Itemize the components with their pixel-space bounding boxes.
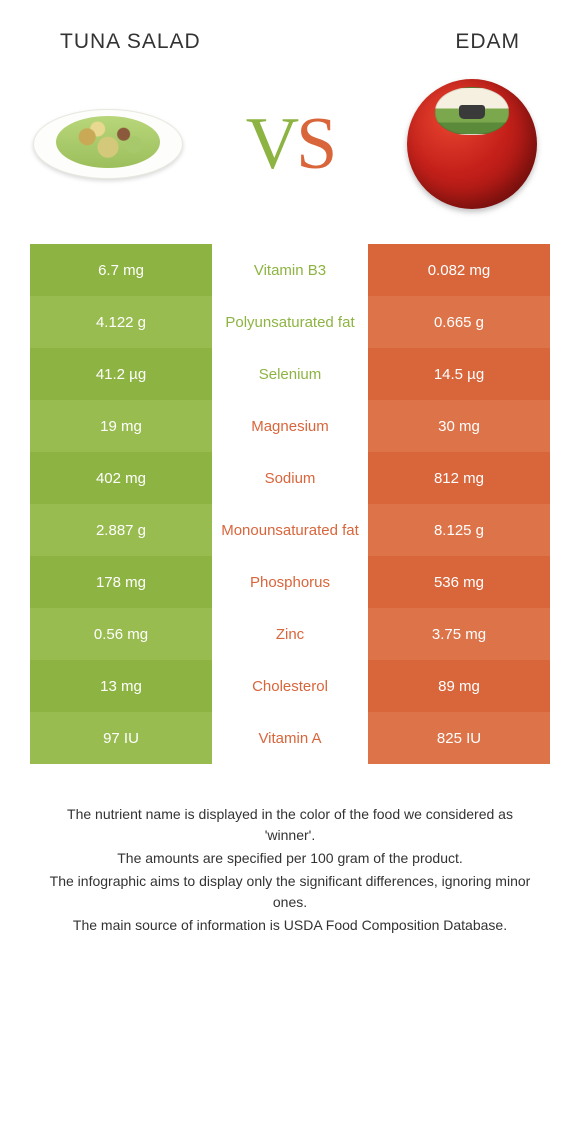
left-value: 41.2 µg (30, 348, 212, 400)
nutrient-name: Vitamin A (212, 712, 368, 764)
left-value: 19 mg (30, 400, 212, 452)
left-value: 2.887 g (30, 504, 212, 556)
vs-s: S (296, 103, 334, 185)
right-value: 89 mg (368, 660, 550, 712)
nutrient-name: Magnesium (212, 400, 368, 452)
table-row: 13 mgCholesterol89 mg (30, 660, 550, 712)
table-row: 4.122 gPolyunsaturated fat0.665 g (30, 296, 550, 348)
footnote-line: The amounts are specified per 100 gram o… (40, 848, 540, 869)
nutrient-name: Phosphorus (212, 556, 368, 608)
left-food-title: TUNA SALAD (60, 30, 201, 54)
table-row: 19 mgMagnesium30 mg (30, 400, 550, 452)
left-food-image (30, 84, 185, 204)
nutrient-name: Selenium (212, 348, 368, 400)
left-value: 0.56 mg (30, 608, 212, 660)
nutrient-name: Monounsaturated fat (212, 504, 368, 556)
left-value: 13 mg (30, 660, 212, 712)
nutrient-name: Zinc (212, 608, 368, 660)
nutrient-name: Cholesterol (212, 660, 368, 712)
table-row: 0.56 mgZinc3.75 mg (30, 608, 550, 660)
header-row: TUNA SALAD EDAM (30, 30, 550, 74)
table-row: 402 mgSodium812 mg (30, 452, 550, 504)
nutrient-table: 6.7 mgVitamin B30.082 mg4.122 gPolyunsat… (30, 244, 550, 764)
nutrient-name: Vitamin B3 (212, 244, 368, 296)
right-value: 3.75 mg (368, 608, 550, 660)
nutrient-name: Sodium (212, 452, 368, 504)
tuna-salad-icon (33, 109, 183, 179)
right-value: 825 IU (368, 712, 550, 764)
footnote-line: The infographic aims to display only the… (40, 871, 540, 913)
table-row: 178 mgPhosphorus536 mg (30, 556, 550, 608)
left-value: 6.7 mg (30, 244, 212, 296)
table-row: 41.2 µgSelenium14.5 µg (30, 348, 550, 400)
right-food-image (395, 84, 550, 204)
vs-label: VS (246, 102, 335, 187)
right-value: 30 mg (368, 400, 550, 452)
edam-cheese-icon (407, 79, 537, 209)
vs-v: V (246, 103, 296, 185)
nutrient-name: Polyunsaturated fat (212, 296, 368, 348)
left-value: 97 IU (30, 712, 212, 764)
left-value: 4.122 g (30, 296, 212, 348)
footnote-line: The nutrient name is displayed in the co… (40, 804, 540, 846)
right-value: 14.5 µg (368, 348, 550, 400)
table-row: 97 IUVitamin A825 IU (30, 712, 550, 764)
right-value: 0.665 g (368, 296, 550, 348)
right-value: 812 mg (368, 452, 550, 504)
images-row: VS (30, 74, 550, 244)
table-row: 2.887 gMonounsaturated fat8.125 g (30, 504, 550, 556)
footnotes: The nutrient name is displayed in the co… (30, 764, 550, 936)
table-row: 6.7 mgVitamin B30.082 mg (30, 244, 550, 296)
right-food-title: EDAM (455, 30, 520, 54)
right-value: 0.082 mg (368, 244, 550, 296)
left-value: 178 mg (30, 556, 212, 608)
right-value: 8.125 g (368, 504, 550, 556)
footnote-line: The main source of information is USDA F… (40, 915, 540, 936)
left-value: 402 mg (30, 452, 212, 504)
right-value: 536 mg (368, 556, 550, 608)
